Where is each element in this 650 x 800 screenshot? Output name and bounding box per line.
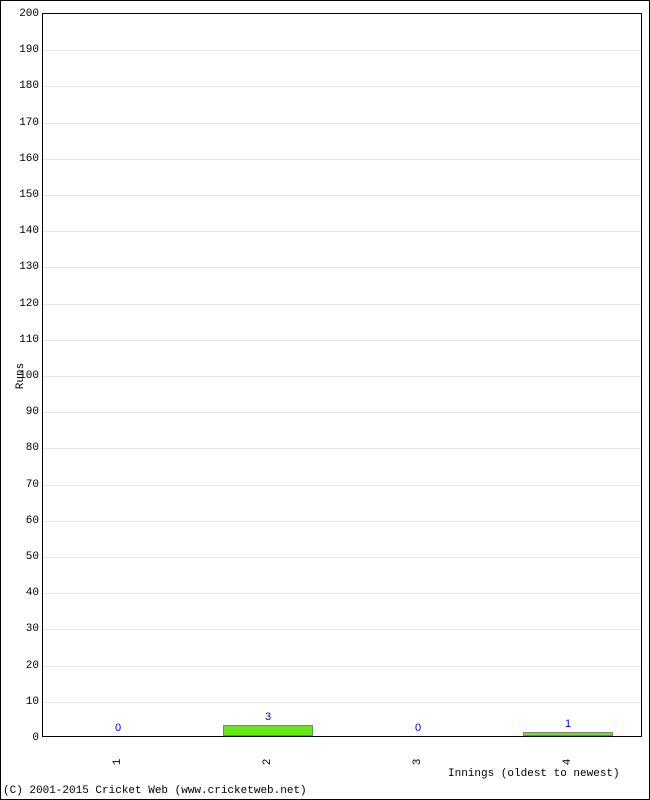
y-tick-label: 50	[26, 551, 39, 563]
gridline	[43, 267, 641, 268]
y-tick-label: 170	[19, 117, 39, 129]
y-tick-label: 180	[19, 80, 39, 92]
value-label: 0	[415, 722, 421, 734]
plot-area: 0102030405060708090100110120130140150160…	[42, 13, 642, 737]
gridline	[43, 231, 641, 232]
gridline	[43, 304, 641, 305]
value-label: 0	[115, 722, 121, 734]
y-tick-label: 150	[19, 189, 39, 201]
y-tick-label: 90	[26, 406, 39, 418]
y-tick-label: 110	[19, 334, 39, 346]
gridline	[43, 86, 641, 87]
y-tick-label: 40	[26, 587, 39, 599]
gridline	[43, 702, 641, 703]
gridline	[43, 195, 641, 196]
bar	[223, 725, 313, 736]
value-label: 1	[565, 718, 571, 730]
y-tick-label: 120	[19, 298, 39, 310]
y-tick-label: 20	[26, 660, 39, 672]
y-tick-label: 10	[26, 696, 39, 708]
y-tick-label: 130	[19, 261, 39, 273]
y-tick-label: 80	[26, 442, 39, 454]
gridline	[43, 412, 641, 413]
gridline	[43, 666, 641, 667]
y-axis-title: Runs	[15, 363, 27, 389]
y-tick-label: 0	[32, 732, 39, 744]
gridline	[43, 629, 641, 630]
gridline	[43, 521, 641, 522]
gridline	[43, 50, 641, 51]
y-tick-label: 200	[19, 8, 39, 20]
x-tick-label: 1	[112, 759, 124, 766]
gridline	[43, 593, 641, 594]
y-tick-label: 140	[19, 225, 39, 237]
value-label: 3	[265, 711, 271, 723]
bar	[523, 732, 613, 736]
x-tick-label: 2	[262, 759, 274, 766]
chart-frame: 0102030405060708090100110120130140150160…	[0, 0, 650, 800]
y-tick-label: 160	[19, 153, 39, 165]
gridline	[43, 340, 641, 341]
x-tick-label: 4	[562, 759, 574, 766]
x-tick-label: 3	[412, 759, 424, 766]
y-tick-label: 190	[19, 44, 39, 56]
y-tick-label: 30	[26, 623, 39, 635]
y-tick-label: 70	[26, 479, 39, 491]
gridline	[43, 376, 641, 377]
x-axis-title: Innings (oldest to newest)	[448, 768, 620, 780]
gridline	[43, 557, 641, 558]
copyright-text: (C) 2001-2015 Cricket Web (www.cricketwe…	[3, 785, 307, 797]
gridline	[43, 448, 641, 449]
gridline	[43, 159, 641, 160]
y-tick-label: 60	[26, 515, 39, 527]
gridline	[43, 123, 641, 124]
gridline	[43, 485, 641, 486]
